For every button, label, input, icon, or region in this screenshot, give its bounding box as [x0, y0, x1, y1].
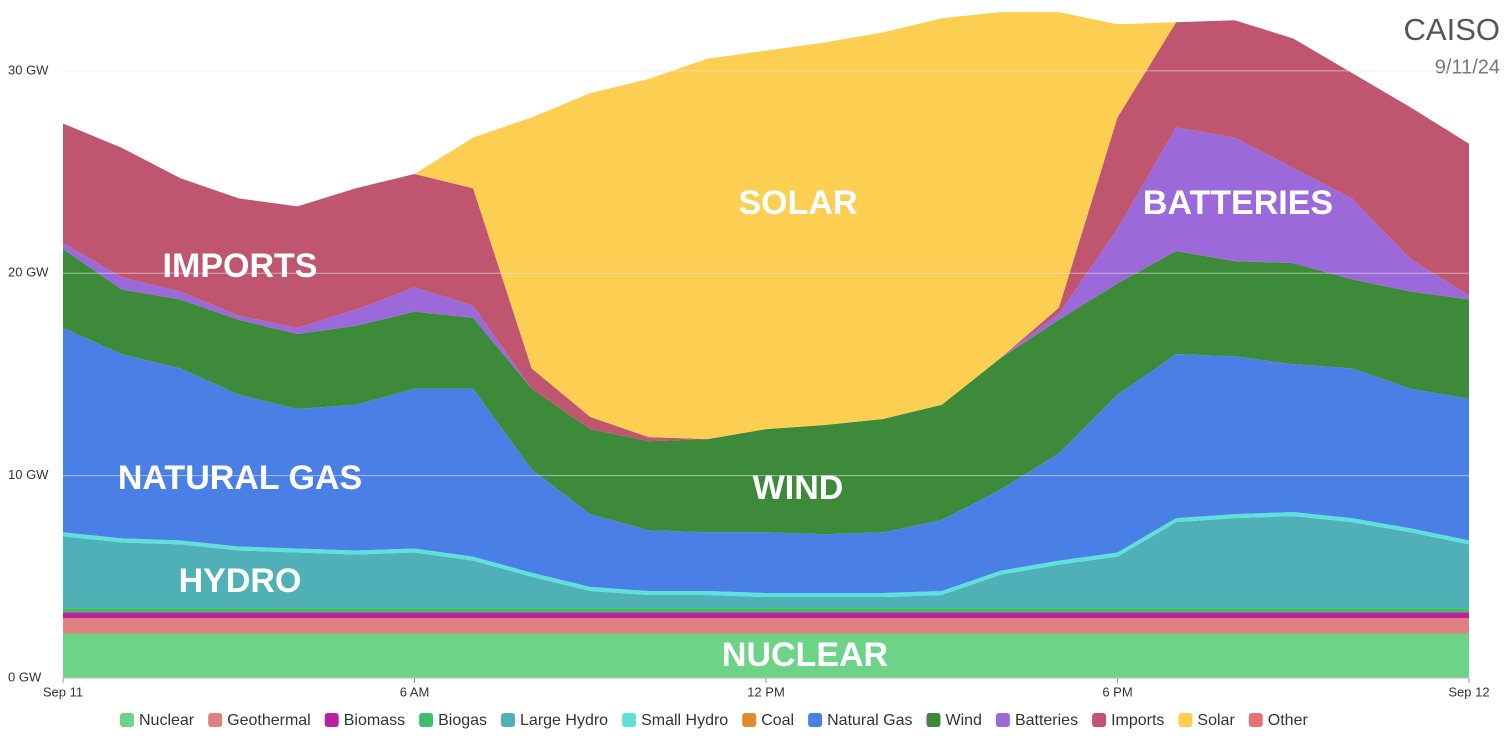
legend-label: Small Hydro	[641, 712, 728, 729]
legend-swatch	[995, 713, 1010, 727]
legend-label: Wind	[945, 712, 981, 729]
annotation: BATTERIES	[1143, 184, 1333, 222]
legend-label: Large Hydro	[520, 712, 608, 729]
y-tick-label: 10 GW	[8, 467, 49, 482]
legend-label: Natural Gas	[827, 712, 912, 729]
annotation: NATURAL GAS	[118, 459, 362, 497]
legend-swatch	[419, 713, 434, 727]
legend-label: Geothermal	[227, 712, 311, 729]
area-imports	[63, 20, 1469, 442]
legend-swatch	[120, 713, 134, 727]
x-tick-label: 12 PM	[747, 684, 785, 699]
legend-label: Biogas	[438, 712, 487, 729]
legend-swatch	[501, 713, 516, 727]
y-tick-label: 20 GW	[8, 265, 49, 280]
legend-swatch	[208, 713, 223, 727]
x-tick-label: 6 PM	[1102, 684, 1132, 699]
legend-label: Imports	[1111, 712, 1164, 729]
legend-swatch	[622, 713, 637, 727]
legend-swatch	[324, 713, 339, 727]
legend-label: Other	[1268, 712, 1309, 729]
legend-swatch	[742, 713, 757, 727]
y-tick-label: 0 GW	[8, 669, 42, 684]
annotation: WIND	[753, 469, 844, 507]
legend-swatch	[808, 713, 823, 727]
legend-swatch	[926, 713, 941, 727]
area-natural-gas	[63, 327, 1469, 593]
chart-title: CAISO	[1404, 12, 1500, 47]
area-nuclear	[63, 633, 1469, 678]
area-wind	[63, 248, 1469, 535]
area-biogas	[63, 608, 1469, 613]
legend-label: Batteries	[1015, 712, 1078, 729]
area-geothermal	[63, 618, 1469, 634]
y-tick-label: 30 GW	[8, 62, 49, 77]
area-biomass	[63, 612, 1469, 619]
legend-swatch	[1248, 713, 1263, 727]
legend-swatch	[1178, 713, 1193, 727]
legend-swatch	[1092, 713, 1107, 727]
annotation: HYDRO	[179, 562, 302, 600]
x-tick-label: Sep 12	[1448, 684, 1489, 699]
annotation: IMPORTS	[163, 247, 318, 285]
area-solar	[63, 12, 1469, 440]
x-tick-label: 6 AM	[400, 684, 430, 699]
annotation: SOLAR	[739, 184, 858, 222]
legend-label: Biomass	[344, 712, 405, 729]
legend-label: Solar	[1197, 712, 1235, 729]
area-large-hydro	[63, 516, 1469, 609]
legend-label: Nuclear	[139, 712, 195, 729]
chart-subtitle: 9/11/24	[1435, 56, 1500, 78]
legend-label: Coal	[761, 712, 794, 729]
areas	[63, 12, 1469, 678]
x-tick-label: Sep 11	[43, 684, 83, 699]
annotation: NUCLEAR	[722, 636, 888, 674]
